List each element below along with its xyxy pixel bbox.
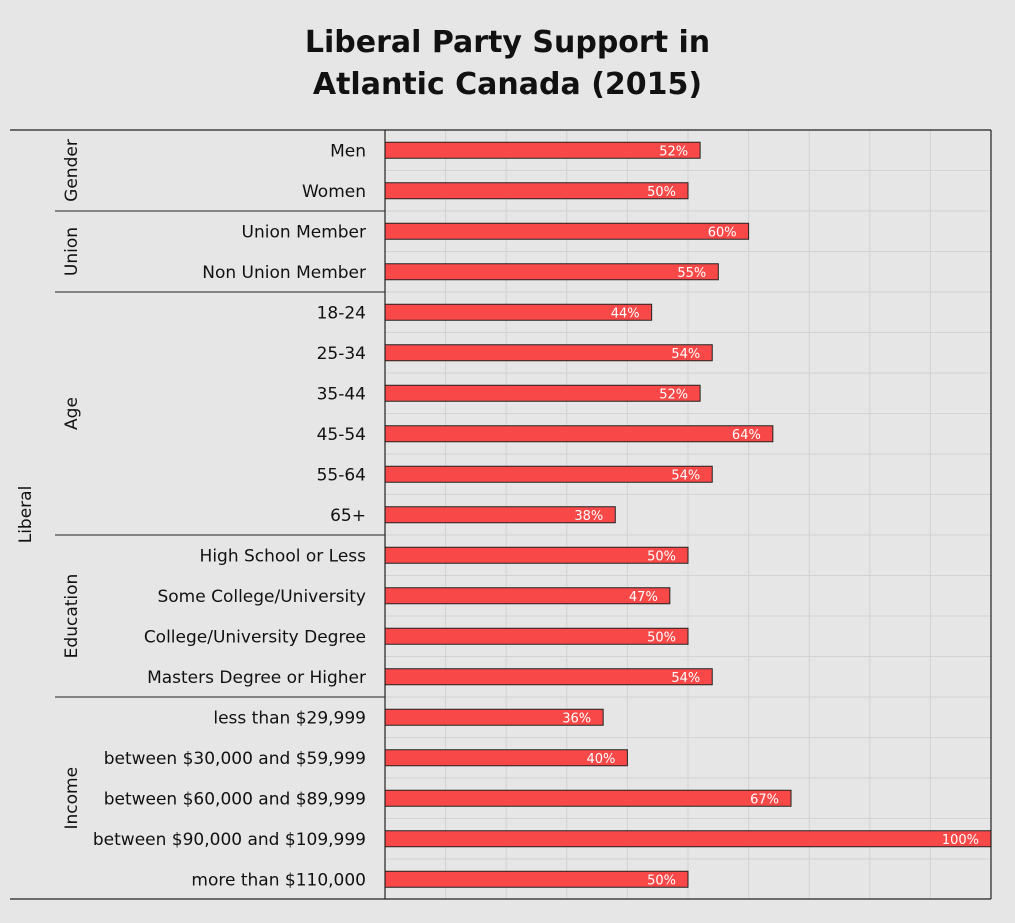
category-label: Some College/University	[157, 587, 366, 607]
category-label: Non Union Member	[202, 263, 366, 283]
bar	[384, 668, 713, 686]
group-label: Income	[62, 767, 82, 830]
bar-value-label: 54%	[671, 347, 700, 362]
category-label: Union Member	[242, 222, 366, 242]
bar-value-label: 50%	[647, 630, 676, 645]
bar-value-label: 52%	[659, 387, 688, 402]
category-label: 35-44	[317, 384, 366, 404]
group-label: Union	[62, 227, 82, 276]
bar	[384, 141, 701, 159]
bar-value-label: 50%	[647, 185, 676, 200]
category-label: 25-34	[317, 344, 366, 364]
category-label: Men	[330, 141, 366, 161]
category-label: 65+	[330, 506, 366, 526]
bar-value-label: 50%	[647, 549, 676, 564]
bar-value-label: 44%	[611, 306, 640, 321]
category-label: less than $29,999	[213, 708, 366, 728]
bar	[384, 263, 719, 281]
bar-value-label: 64%	[732, 428, 761, 443]
category-label: between $90,000 and $109,999	[93, 830, 366, 850]
bar	[384, 425, 774, 443]
outer-group-label: Liberal	[16, 486, 36, 544]
category-label: 55-64	[317, 465, 366, 485]
bar-value-label: 52%	[659, 144, 688, 159]
category-label: College/University Degree	[144, 627, 366, 647]
category-label: between $60,000 and $89,999	[104, 789, 366, 809]
bar-value-label: 47%	[629, 590, 658, 605]
chart-title-line-1: Liberal Party Support in	[304, 25, 711, 60]
category-label: Masters Degree or Higher	[147, 668, 366, 688]
bar-value-label: 38%	[574, 509, 603, 524]
bar-value-label: 55%	[677, 266, 706, 281]
chart-title: Liberal Party Support in Atlantic Canada…	[0, 22, 1015, 106]
bar-value-label: 54%	[671, 671, 700, 686]
category-label: High School or Less	[200, 546, 367, 566]
category-label: 18-24	[317, 303, 366, 323]
bar-value-label: 54%	[671, 468, 700, 483]
bar-value-label: 60%	[708, 225, 737, 240]
bar	[384, 870, 689, 888]
bar-value-label: 40%	[586, 752, 615, 767]
bar	[384, 789, 792, 807]
category-label: more than $110,000	[191, 870, 366, 890]
bar-value-label: 67%	[750, 792, 779, 807]
group-label: Gender	[62, 139, 82, 202]
group-label: Age	[62, 397, 82, 430]
group-label: Education	[62, 574, 82, 659]
bar-value-label: 36%	[562, 711, 591, 726]
bar	[384, 344, 713, 362]
category-label: between $30,000 and $59,999	[104, 749, 366, 769]
bar	[384, 830, 992, 848]
category-label: 45-54	[317, 425, 366, 445]
bar-value-label: 100%	[942, 833, 979, 848]
bar	[384, 384, 701, 402]
bar	[384, 627, 689, 645]
bar-value-label: 50%	[647, 873, 676, 888]
bar	[384, 546, 689, 564]
chart-title-line-2: Atlantic Canada (2015)	[312, 67, 703, 102]
bar	[384, 222, 750, 240]
bar	[384, 182, 689, 200]
category-label: Women	[302, 182, 366, 202]
bar	[384, 465, 713, 483]
bar	[384, 587, 671, 605]
